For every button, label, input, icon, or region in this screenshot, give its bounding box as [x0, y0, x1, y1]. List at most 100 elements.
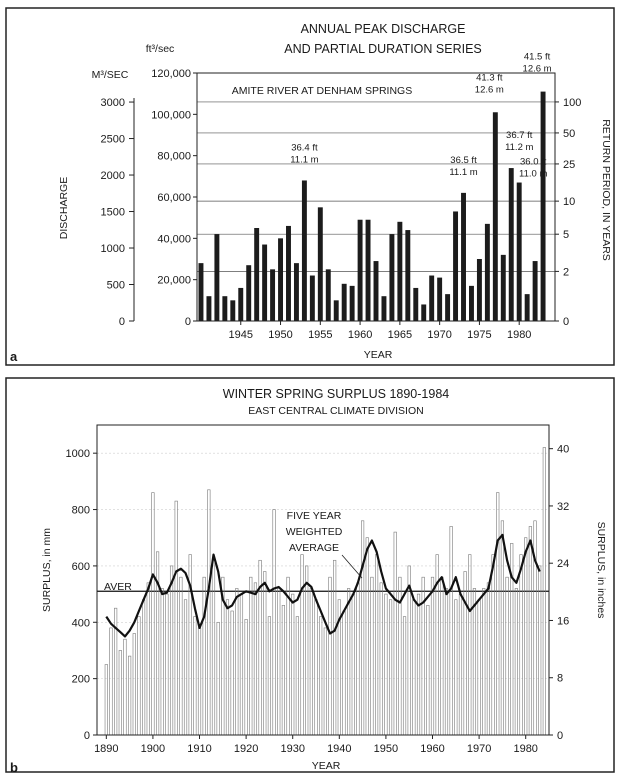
- chart-b-ytick-label: 200: [72, 674, 90, 686]
- chart-b-x-axis-label: YEAR: [312, 760, 341, 772]
- chart-b-xtick-label: 1940: [327, 743, 351, 755]
- chart-a-xtick-label: 1950: [268, 329, 292, 341]
- chart-a-y2tick-label: 50: [563, 128, 575, 140]
- chart-a-ytick-m3-label: 2000: [101, 170, 125, 182]
- chart-a-bar: [286, 225, 291, 321]
- chart-a-xtick-label: 1970: [427, 329, 451, 341]
- chart-a-bar: [397, 221, 403, 321]
- chart-b-xtick-label: 1960: [420, 743, 444, 755]
- chart-a-y2tick-label: 0: [563, 316, 569, 328]
- chart-a-bar: [508, 168, 514, 321]
- chart-a-bar: [453, 211, 459, 321]
- chart-a-ytick-m3-label: 500: [107, 280, 125, 292]
- chart-a-bar: [437, 277, 443, 321]
- chart-a-bar: [500, 254, 506, 321]
- chart-a-annotation-ft: 36.4 ft: [291, 142, 318, 153]
- chart-a-station-label: AMITE RIVER AT DENHAM SPRINGS: [232, 85, 412, 97]
- chart-a-annotation-ft: 36.7 ft: [506, 130, 533, 141]
- chart-a-bar: [484, 223, 490, 321]
- chart-b-curve-label-3: AVERAGE: [289, 542, 339, 554]
- chart-a-annotation-ft: 41.5 ft: [524, 52, 551, 63]
- chart-a-bar: [278, 238, 283, 321]
- chart-a-bar: [405, 230, 411, 321]
- chart-a-y2-axis-label: RETURN PERIOD, IN YEARS: [600, 119, 612, 261]
- chart-a-bar: [333, 300, 339, 321]
- chart-b-ytick-label: 600: [72, 561, 90, 573]
- chart-a-ytick-m3-label: 0: [119, 316, 125, 328]
- chart-a-annotation-ft: 41.3 ft: [476, 72, 503, 83]
- chart-b-ytick-label: 0: [84, 730, 90, 742]
- chart-b-curve-label-1: FIVE YEAR: [287, 510, 342, 522]
- chart-a-bar: [270, 269, 276, 321]
- chart-a-bars: [198, 91, 546, 322]
- chart-a-ytick-label: 120,000: [151, 68, 191, 80]
- chart-b-weighted-average-line: [105, 533, 541, 638]
- chart-b-plot-area: [96, 424, 550, 736]
- chart-a-xtick-label: 1980: [507, 329, 531, 341]
- chart-a-annotation-m: 11.0 m: [519, 169, 547, 180]
- chart-a-ytick-label: 20,000: [157, 275, 191, 287]
- chart-a-bar: [389, 234, 395, 321]
- chart-b-weighted-average: [105, 533, 541, 638]
- chart-a-y-axis-label: DISCHARGE: [58, 177, 70, 239]
- chart-a-bar: [238, 287, 244, 321]
- chart-a-annotation-ft: 36.5 ft: [450, 155, 477, 166]
- chart-a-bar: [445, 294, 451, 321]
- chart-a-bar: [254, 228, 260, 321]
- chart-b-title-line2: EAST CENTRAL CLIMATE DIVISION: [248, 405, 423, 417]
- chart-a-bar: [373, 261, 379, 321]
- chart-a-xtick-label: 1960: [348, 329, 372, 341]
- chart-a-bar: [206, 296, 212, 321]
- chart-a-unit-m3: M³/SEC: [92, 69, 129, 81]
- chart-a-xtick-label: 1965: [388, 329, 412, 341]
- chart-a-y2tick-label: 100: [563, 97, 581, 109]
- chart-a-bar: [476, 259, 482, 321]
- chart-a-xtick-label: 1975: [467, 329, 491, 341]
- chart-a-bar: [301, 180, 307, 321]
- chart-a-bar: [540, 91, 546, 321]
- chart-a-annotation-ft: 36.0 ft: [520, 157, 547, 168]
- chart-a-y2tick-label: 5: [563, 229, 569, 241]
- chart-a-bar: [524, 294, 530, 321]
- chart-a-bar: [262, 244, 268, 321]
- chart-b-xtick-label: 1890: [94, 743, 118, 755]
- chart-a-bar: [532, 261, 538, 321]
- chart-a-bar: [429, 275, 435, 321]
- chart-b-xtick-label: 1980: [513, 743, 537, 755]
- chart-b-y2tick-label: 0: [557, 730, 563, 742]
- chart-b-gridlines: [97, 452, 549, 679]
- chart-a-title-line2: AND PARTIAL DURATION SERIES: [284, 42, 482, 56]
- chart-a-bar: [357, 219, 363, 321]
- chart-a-bar: [293, 263, 299, 321]
- chart-a-xtick-label: 1955: [308, 329, 332, 341]
- chart-a-bar: [516, 182, 522, 321]
- chart-a-x-axis-label: YEAR: [364, 349, 393, 361]
- chart-a-ytick-label: 0: [185, 316, 191, 328]
- chart-a-annotation-m: 11.2 m: [505, 142, 533, 153]
- chart-a-bar: [469, 285, 474, 321]
- chart-a-ytick-m3-label: 2500: [101, 134, 125, 146]
- chart-b-curve-label-leader: [341, 554, 363, 579]
- chart-b-xtick-label: 1900: [141, 743, 165, 755]
- chart-a-plot-area: [196, 72, 556, 322]
- chart-a-bar: [230, 300, 236, 321]
- chart-b-bars: [104, 447, 546, 736]
- chart-b-y2tick-label: 16: [557, 615, 569, 627]
- chart-b-y2tick-label: 32: [557, 501, 569, 513]
- chart-a-bar: [492, 112, 498, 322]
- chart-b-xtick-label: 1970: [467, 743, 491, 755]
- chart-b-y2tick-label: 8: [557, 673, 563, 685]
- chart-a-bar: [421, 304, 427, 321]
- chart-a-bar: [325, 269, 331, 321]
- chart-b-ytick-label: 800: [72, 505, 90, 517]
- chart-a-bar: [222, 296, 228, 321]
- chart-a-annotation-m: 11.1 m: [449, 167, 477, 178]
- chart-a-annotation-m: 12.6 m: [523, 64, 552, 75]
- chart-a-bar: [461, 192, 466, 321]
- chart-b-y-axis-label: SURPLUS, in mm: [41, 528, 53, 612]
- chart-a-bar: [317, 207, 323, 321]
- chart-b-title-line1: WINTER SPRING SURPLUS 1890-1984: [223, 387, 450, 401]
- chart-b-xtick-label: 1930: [280, 743, 304, 755]
